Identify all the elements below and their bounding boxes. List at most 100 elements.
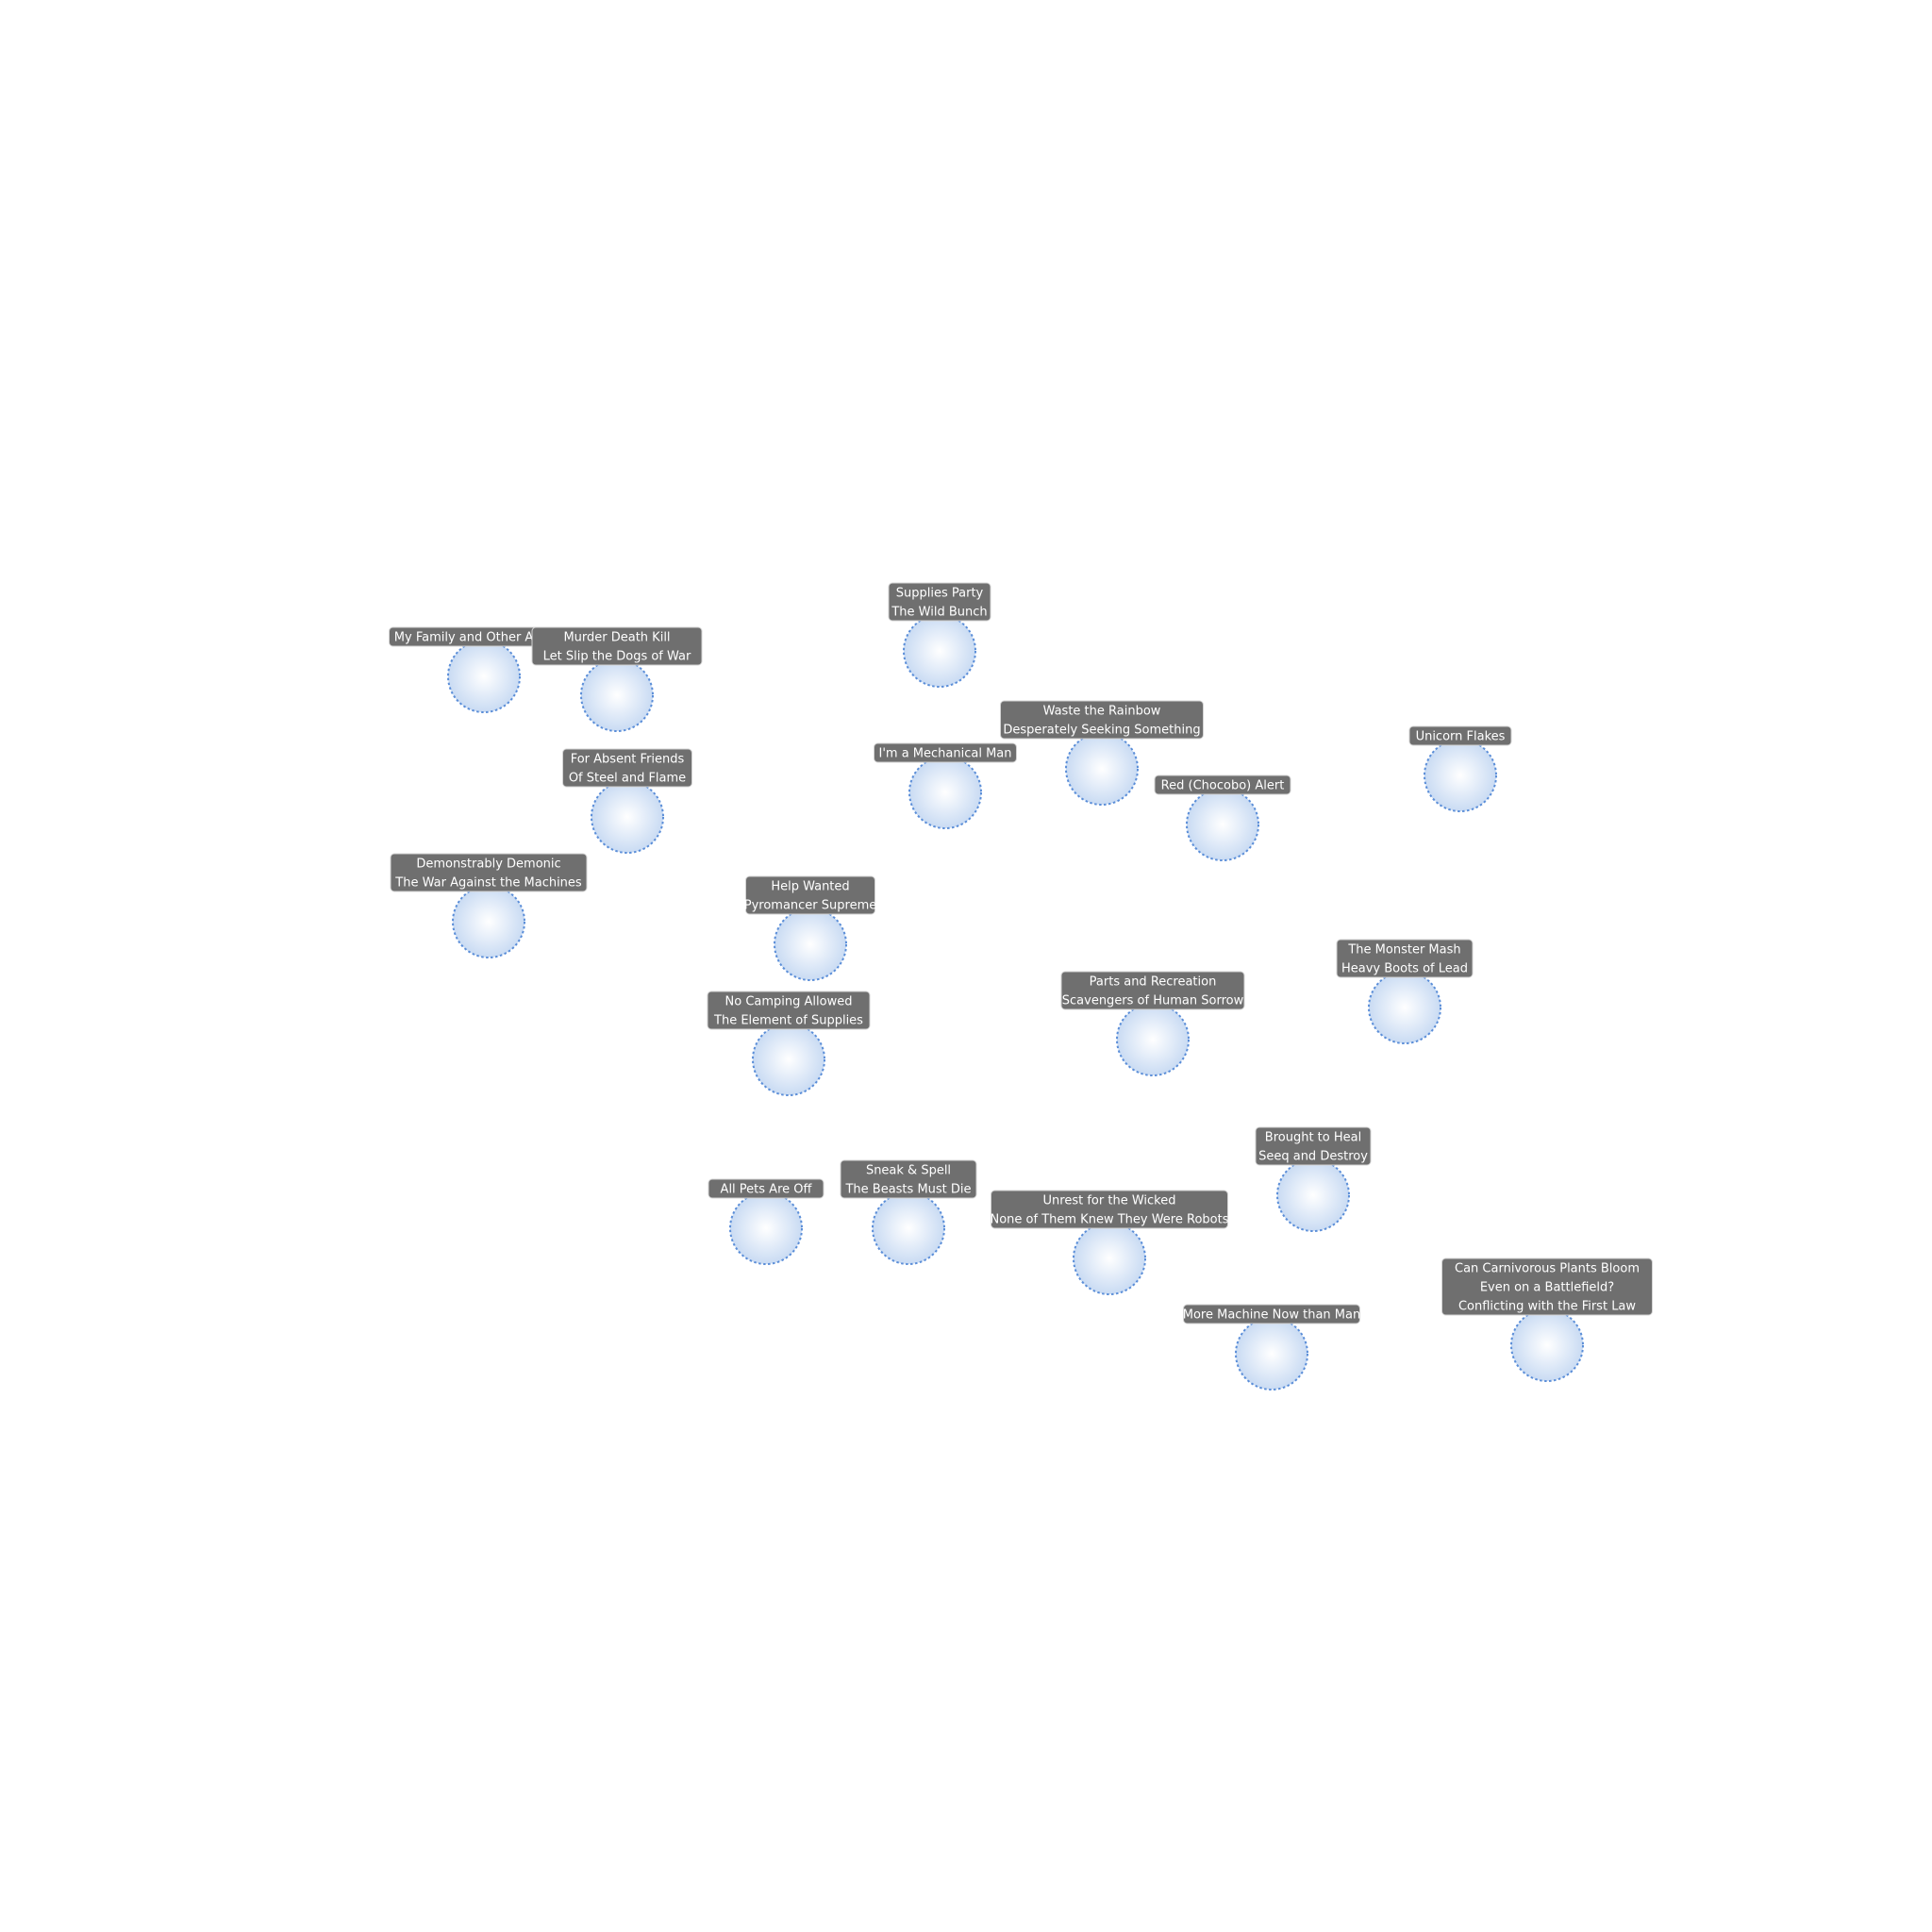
map-node[interactable]: Unicorn Flakes	[1408, 725, 1512, 812]
map-node-label-background	[1060, 971, 1245, 1010]
map-node-label: Unicorn Flakes	[1408, 725, 1512, 746]
map-node-label-line: Conflicting with the First Law	[1458, 1300, 1636, 1314]
map-node-label: My Family and Other Animals	[389, 626, 579, 647]
map-node-label-line: The Monster Mash	[1347, 943, 1460, 958]
map-node[interactable]: Murder Death Kill Let Slip the Dogs of Wa…	[531, 626, 703, 732]
map-node-label-background	[707, 991, 871, 1030]
map-node-circle[interactable]	[774, 908, 847, 981]
map-node[interactable]: All Pets Are Off	[708, 1178, 824, 1265]
map-node-label-line: Of Steel and Flame	[569, 772, 686, 786]
map-node-label-line: The War Against the Machines	[394, 876, 582, 891]
map-node-label-background	[888, 582, 991, 622]
map-node-circle[interactable]	[729, 1191, 803, 1265]
map-node-circle[interactable]	[1186, 788, 1259, 861]
map-node-circle[interactable]	[447, 640, 521, 713]
map-node-label-line: Even on a Battlefield?	[1480, 1281, 1614, 1295]
map-node-circle[interactable]	[1276, 1158, 1350, 1232]
map-node-label-background	[874, 742, 1017, 763]
map-node-label-background	[708, 1178, 824, 1199]
map-node[interactable]: The Monster Mash Heavy Boots of Lead	[1336, 939, 1474, 1044]
map-node-circle[interactable]	[908, 756, 982, 829]
map-node[interactable]: Demonstrably Demonic The War Against the …	[390, 853, 588, 958]
map-node-label-line: Pyromancer Supreme	[744, 899, 877, 913]
map-node-label-line: More Machine Now than Man	[1183, 1308, 1360, 1323]
map-node[interactable]: Waste the Rainbow Desperately Seeking Som…	[1000, 700, 1204, 806]
map-node-label-line: The Beasts Must Die	[844, 1183, 971, 1197]
map-node-label-background	[991, 1190, 1228, 1229]
map-node-circle[interactable]	[1424, 739, 1497, 812]
map-node-label-line: I'm a Mechanical Man	[878, 747, 1011, 761]
map-node-circle[interactable]	[1073, 1222, 1146, 1295]
map-node-label: Supplies Party The Wild Bunch	[888, 582, 991, 622]
map-node-label-line: Supplies Party	[896, 587, 984, 601]
map-node[interactable]: Supplies Party The Wild Bunch	[888, 582, 991, 688]
map-node-label: All Pets Are Off	[708, 1178, 824, 1199]
map-node[interactable]: My Family and Other Animals	[389, 626, 579, 713]
map-node-label-line: Seeq and Destroy	[1258, 1150, 1368, 1164]
map-node-label-background	[531, 626, 703, 666]
map-node[interactable]: For Absent Friends Of Steel and Flame	[562, 748, 692, 854]
map-node-label-line: The Element of Supplies	[713, 1014, 863, 1028]
map-node[interactable]: Red (Chocobo) Alert	[1154, 774, 1291, 861]
map-node-circle[interactable]	[591, 780, 664, 854]
map-node-label: Murder Death Kill Let Slip the Dogs of Wa…	[531, 626, 703, 666]
map-node-label: Help Wanted Pyromancer Supreme	[744, 875, 877, 915]
map-node[interactable]: Can Carnivorous Plants Bloom Even on a Ba…	[1441, 1257, 1653, 1382]
map-node[interactable]: Sneak & Spell The Beasts Must Die	[840, 1159, 977, 1265]
map-node-label: Unrest for the Wicked None of Them Knew T…	[991, 1190, 1229, 1229]
map-node-label-background	[562, 748, 692, 788]
map-node-circle[interactable]	[1065, 732, 1139, 806]
map-node-label-background	[1408, 725, 1512, 746]
map-node[interactable]: No Camping Allowed The Element of Supplie…	[707, 991, 871, 1096]
map-node-label-line: Murder Death Kill	[563, 631, 670, 645]
map-node-label-background	[1441, 1257, 1653, 1316]
map-node-label-background	[390, 853, 588, 892]
map-node-circle[interactable]	[1510, 1308, 1584, 1382]
map-node-circle[interactable]	[872, 1191, 945, 1265]
map-node-label-line: Let Slip the Dogs of War	[543, 650, 691, 664]
map-node-label: Demonstrably Demonic The War Against the …	[390, 853, 588, 892]
map-node-label-background	[840, 1159, 977, 1199]
map-node-circle[interactable]	[452, 885, 525, 958]
map-node-circle[interactable]	[1368, 971, 1441, 1044]
map-node-label-background	[1255, 1126, 1372, 1166]
map-node[interactable]: I'm a Mechanical Man	[874, 742, 1017, 829]
map-node-label: Parts and Recreation Scavengers of Human …	[1060, 971, 1245, 1010]
map-node-label-line: Unicorn Flakes	[1416, 730, 1506, 744]
map-node-label-line: Help Wanted	[771, 880, 849, 894]
map-node-label: Waste the Rainbow Desperately Seeking Som…	[1000, 700, 1204, 740]
map-node-label-line: No Camping Allowed	[725, 995, 853, 1009]
map-node-circle[interactable]	[580, 658, 654, 732]
map-node[interactable]: Unrest for the Wicked None of Them Knew T…	[991, 1190, 1229, 1295]
map-node-label-line: Can Carnivorous Plants Bloom	[1455, 1262, 1640, 1276]
map-node-label-line: Unrest for the Wicked	[1043, 1194, 1176, 1208]
map-node-label: Brought to Heal Seeq and Destroy	[1255, 1126, 1372, 1166]
map-node-label: I'm a Mechanical Man	[874, 742, 1017, 763]
map-node-label-line: Red (Chocobo) Alert	[1161, 779, 1285, 793]
map-node-label-line: Brought to Heal	[1265, 1131, 1361, 1145]
map-node-circle[interactable]	[752, 1023, 825, 1096]
map-node[interactable]: Help Wanted Pyromancer Supreme	[744, 875, 877, 981]
map-node-circle[interactable]	[1235, 1317, 1308, 1391]
map-node[interactable]: Brought to Heal Seeq and Destroy	[1255, 1126, 1372, 1232]
map-node-label-line: None of Them Knew They Were Robots	[991, 1213, 1229, 1227]
map-node[interactable]: Parts and Recreation Scavengers of Human …	[1060, 971, 1245, 1076]
map-node-label-background	[1336, 939, 1474, 978]
map-node-label: For Absent Friends Of Steel and Flame	[562, 748, 692, 788]
map-node-label-background	[1183, 1304, 1360, 1324]
map-node-label-line: Desperately Seeking Something	[1003, 724, 1200, 738]
map-node-label-line: Parts and Recreation	[1090, 975, 1217, 990]
map-node[interactable]: More Machine Now than Man	[1183, 1304, 1360, 1391]
map-node-label-line: My Family and Other Animals	[394, 631, 575, 645]
map-node-label-background	[1154, 774, 1291, 795]
map-node-label-line: For Absent Friends	[571, 753, 685, 767]
map-node-label: The Monster Mash Heavy Boots of Lead	[1336, 939, 1474, 978]
map-node-circle[interactable]	[1116, 1003, 1190, 1076]
map-node-label-line: Sneak & Spell	[866, 1164, 951, 1178]
map-node-label: Can Carnivorous Plants Bloom Even on a Ba…	[1441, 1257, 1653, 1316]
map-node-circle[interactable]	[903, 614, 976, 688]
map-node-label-line: Scavengers of Human Sorrow	[1062, 994, 1244, 1008]
map-node-label-line: Heavy Boots of Lead	[1341, 962, 1468, 976]
